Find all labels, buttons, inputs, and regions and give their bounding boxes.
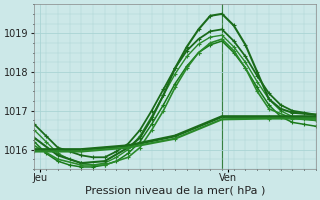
X-axis label: Pression niveau de la mer( hPa ): Pression niveau de la mer( hPa )	[85, 186, 265, 196]
